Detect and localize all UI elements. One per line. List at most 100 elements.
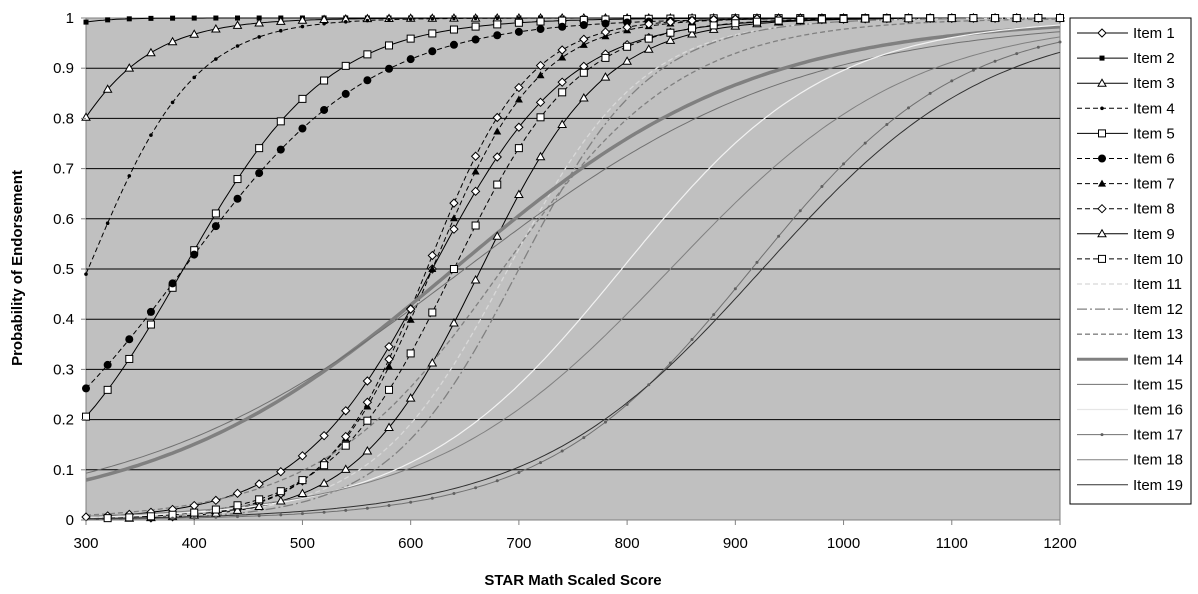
point-item-5: [320, 76, 329, 85]
y-tick-label: 0: [66, 512, 74, 529]
point-item-17: [906, 106, 910, 110]
point-item-6: [276, 145, 285, 154]
point-item-17: [950, 79, 954, 83]
point-item-17: [647, 383, 651, 387]
point-item-4: [343, 19, 348, 24]
point-item-5: [428, 29, 437, 38]
point-item-17: [863, 141, 867, 145]
point-item-17: [192, 516, 196, 520]
point-item-4: [322, 21, 326, 26]
point-item-7: [536, 71, 545, 79]
x-tick-label: 500: [290, 535, 315, 552]
point-item-2: [170, 15, 176, 21]
point-item-10: [1034, 14, 1043, 23]
point-item-8: [341, 431, 351, 442]
point-item-2: [235, 15, 241, 21]
point-item-10: [125, 513, 134, 522]
point-item-9: [254, 501, 265, 510]
point-item-17: [517, 470, 521, 474]
point-item-9: [297, 488, 308, 498]
point-item-1: [449, 224, 459, 234]
point-item-1: [514, 122, 524, 132]
point-item-7: [406, 315, 415, 323]
series-markers: [81, 12, 1065, 523]
point-item-17: [560, 449, 564, 453]
point-item-8: [535, 60, 546, 71]
point-item-5: [471, 22, 480, 31]
point-item-4: [495, 16, 500, 21]
point-item-7: [428, 265, 437, 272]
point-item-17: [928, 91, 932, 95]
point-item-8: [405, 304, 416, 314]
point-item-17: [690, 338, 694, 342]
y-tick-label: 0.6: [53, 211, 74, 228]
point-item-2: [191, 15, 197, 21]
x-tick-label: 900: [723, 535, 748, 552]
point-item-9: [622, 56, 632, 65]
point-item-7: [558, 53, 567, 61]
point-item-3: [211, 23, 221, 33]
point-item-6: [168, 279, 177, 288]
point-item-17: [971, 68, 975, 72]
legend-label-item-19: Item 19: [1133, 477, 1183, 494]
point-item-10: [623, 42, 632, 51]
point-item-6: [146, 307, 155, 316]
point-item-4: [105, 221, 110, 226]
point-item-4: [235, 44, 240, 48]
point-item-2: [213, 15, 219, 21]
point-item-1: [470, 186, 481, 197]
point-item-10: [882, 14, 891, 23]
point-item-17: [820, 185, 824, 189]
point-item-9: [600, 72, 611, 81]
point-item-8: [492, 112, 502, 123]
legend-label-item-9: Item 9: [1133, 226, 1175, 243]
point-item-9: [514, 189, 524, 198]
point-item-6: [255, 169, 264, 178]
point-item-8: [622, 22, 632, 32]
point-item-17: [1058, 40, 1062, 44]
legend-marker-item-7: [1098, 179, 1106, 187]
point-item-17: [214, 515, 218, 519]
y-tick-label: 0.4: [53, 311, 74, 328]
point-item-5: [211, 209, 220, 218]
point-item-17: [365, 506, 369, 510]
legend-label-item-5: Item 5: [1133, 125, 1175, 142]
point-item-4: [300, 24, 305, 29]
point-item-5: [406, 34, 415, 43]
point-item-4: [452, 16, 456, 21]
y-tick-label: 1: [66, 10, 74, 27]
point-item-4: [192, 75, 197, 80]
point-item-2: [83, 19, 89, 25]
legend-label-item-6: Item 6: [1133, 151, 1175, 168]
point-item-10: [839, 14, 848, 23]
point-item-9: [405, 393, 416, 402]
point-item-6: [211, 222, 220, 231]
point-item-17: [409, 500, 413, 504]
series-line-item-19: [85, 51, 1061, 520]
point-item-17: [1036, 45, 1040, 49]
point-item-6: [536, 25, 545, 34]
point-item-4: [408, 17, 413, 21]
point-item-5: [233, 175, 242, 184]
series-line-item-4: [85, 17, 1060, 275]
x-tick-label: 700: [506, 535, 531, 552]
point-item-9: [384, 422, 394, 431]
legend-label-item-18: Item 18: [1133, 452, 1183, 469]
point-item-10: [1056, 14, 1064, 23]
x-tick-label: 400: [182, 535, 207, 552]
point-item-1: [297, 451, 308, 461]
point-item-17: [1015, 52, 1019, 56]
point-item-6: [233, 194, 242, 203]
legend-label-item-16: Item 16: [1133, 402, 1183, 419]
legend-label-item-8: Item 8: [1133, 201, 1175, 218]
point-item-10: [146, 512, 155, 521]
point-item-17: [430, 496, 434, 500]
point-item-3: [102, 84, 113, 93]
point-item-10: [752, 17, 761, 26]
point-item-5: [493, 20, 502, 29]
point-item-10: [298, 476, 307, 485]
legend-marker-item-17: [1100, 433, 1104, 437]
legend-label-item-14: Item 14: [1133, 351, 1183, 368]
point-item-10: [644, 34, 653, 43]
point-item-4: [127, 174, 132, 178]
